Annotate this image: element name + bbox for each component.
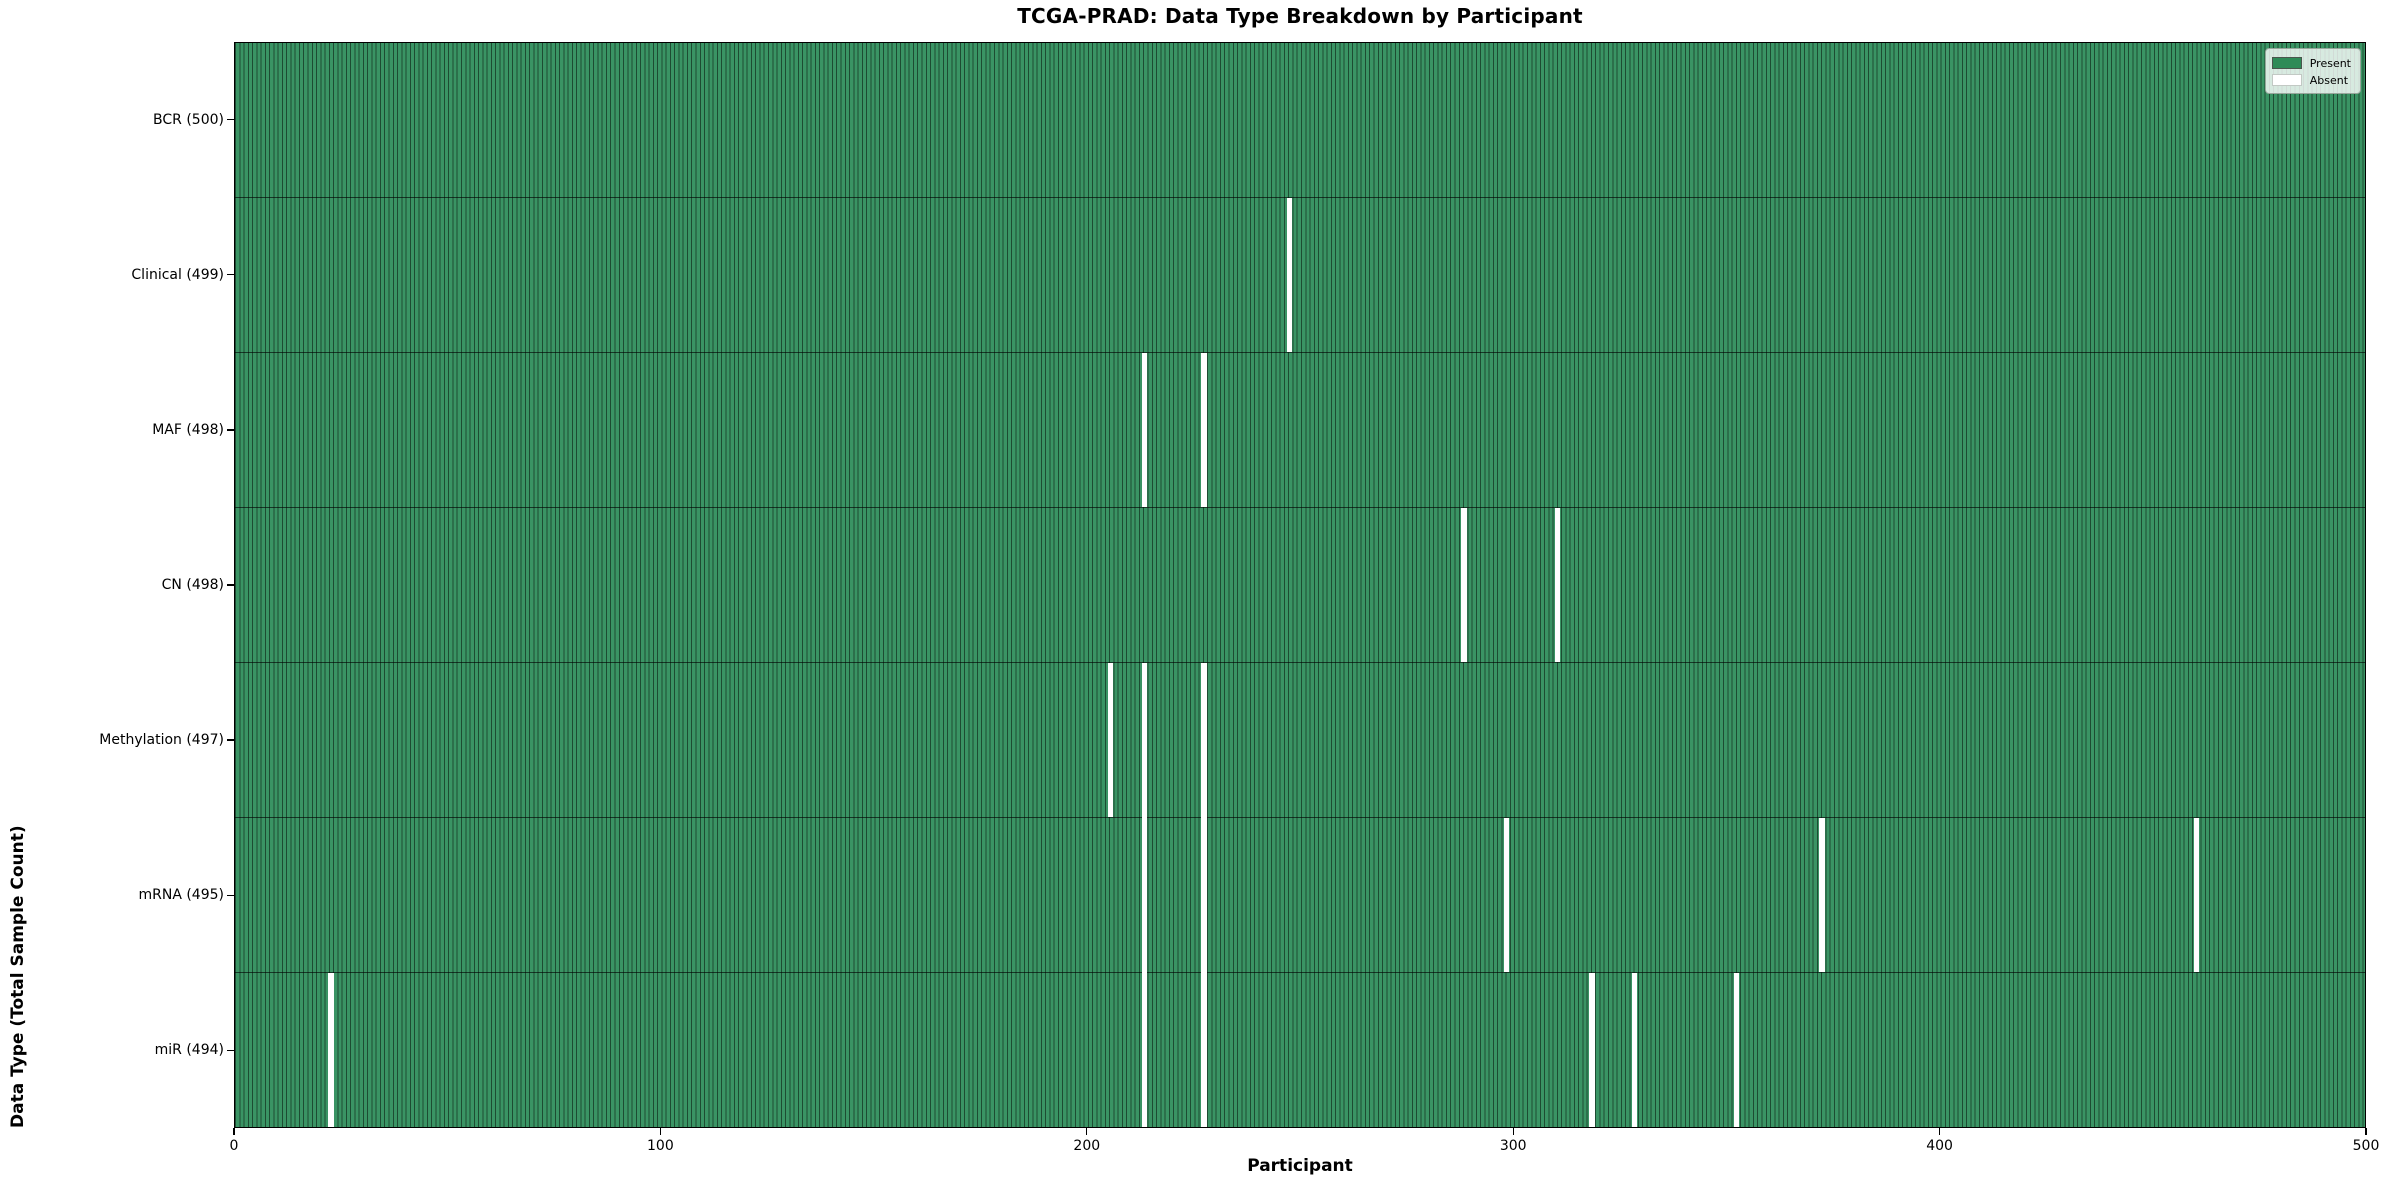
absent-marker	[1141, 971, 1148, 1127]
absent-marker	[1201, 663, 1207, 817]
row-Methylation	[235, 662, 2365, 817]
absent-marker	[1141, 816, 1148, 972]
row-miR	[235, 971, 2365, 1127]
absent-swatch	[2271, 74, 2302, 86]
ytick-mark	[227, 584, 234, 586]
legend-label-present: Present	[2309, 56, 2351, 70]
xtick-label-200: 200	[1073, 1138, 1101, 1154]
xtick-label-100: 100	[647, 1138, 674, 1154]
ytick-label-MAF: MAF (498)	[152, 421, 224, 438]
ytick-label-miR: miR (494)	[154, 1042, 224, 1059]
chart-title: TCGA-PRAD: Data Type Breakdown by Partic…	[1017, 4, 1583, 28]
xtick-label-400: 400	[1926, 1138, 1953, 1154]
ytick-mark	[227, 118, 234, 121]
absent-marker	[1461, 508, 1467, 662]
legend: Present Absent	[2264, 48, 2361, 94]
ytick-label-CN: CN (498)	[161, 577, 224, 593]
absent-marker	[328, 973, 334, 1127]
absent-marker	[1201, 816, 1207, 972]
ytick-label-Clinical: Clinical (499)	[131, 266, 224, 283]
xtick-mark	[659, 1128, 662, 1135]
legend-label-absent: Absent	[2309, 73, 2349, 87]
absent-marker	[1107, 663, 1114, 817]
xtick-mark	[1086, 1128, 1088, 1135]
legend-entry-absent: Absent	[2271, 73, 2351, 87]
xtick-label-0: 0	[229, 1138, 239, 1154]
absent-marker	[1141, 663, 1148, 817]
row-MAF	[235, 352, 2365, 507]
ytick-label-Methylation: Methylation (497)	[99, 732, 224, 749]
xtick-mark	[233, 1128, 235, 1135]
row-BCR	[235, 43, 2365, 197]
ytick-mark	[227, 739, 234, 741]
absent-marker	[1631, 973, 1638, 1127]
ytick-mark	[227, 1049, 234, 1052]
absent-marker	[1589, 973, 1595, 1127]
ytick-label-mRNA: mRNA (495)	[138, 887, 224, 904]
xtick-mark	[1938, 1128, 1941, 1135]
absent-marker	[1733, 973, 1740, 1127]
absent-marker	[1201, 353, 1207, 507]
xtick-label-500: 500	[2352, 1138, 2380, 1154]
ytick-mark	[227, 274, 234, 276]
absent-marker	[2193, 818, 2200, 972]
absent-marker	[1286, 198, 1293, 352]
legend-entry-present: Present	[2271, 56, 2351, 70]
ytick-mark	[227, 894, 234, 896]
row-CN	[235, 507, 2365, 662]
xtick-label-300: 300	[1499, 1138, 1527, 1154]
xtick-mark	[1512, 1128, 1514, 1135]
absent-marker	[1819, 818, 1825, 972]
row-Clinical	[235, 197, 2365, 352]
xtick-mark	[2365, 1128, 2367, 1135]
ytick-label-BCR: BCR (500)	[153, 111, 224, 128]
ytick-mark	[227, 429, 234, 431]
plot-area: Present Absent	[234, 42, 2366, 1128]
absent-marker	[1141, 353, 1148, 507]
present-swatch	[2271, 57, 2302, 69]
x-axis-label: Participant	[1247, 1156, 1353, 1176]
row-mRNA	[235, 816, 2365, 972]
absent-marker	[1503, 818, 1510, 972]
absent-marker	[1554, 508, 1561, 662]
absent-marker	[1201, 971, 1207, 1127]
